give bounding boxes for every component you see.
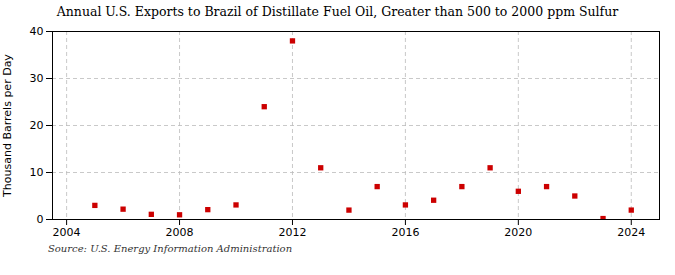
svg-text:2012: 2012 (278, 226, 306, 239)
svg-text:2004: 2004 (53, 226, 81, 239)
svg-text:0: 0 (37, 213, 44, 226)
html-text:Annual U.S. Exports to Brazil: Annual U.S. Exports to Brazil of Distill… (56, 4, 619, 19)
svg-text:Thousand Barrels per Day: Thousand Barrels per Day (1, 54, 14, 198)
svg-text:40: 40 (30, 25, 44, 38)
svg-text:2020: 2020 (504, 226, 532, 239)
svg-text:2024: 2024 (617, 226, 645, 239)
svg-text:10: 10 (30, 166, 44, 179)
svg-text:2016: 2016 (391, 226, 419, 239)
svg-text:2008: 2008 (166, 226, 194, 239)
svg-text:20: 20 (30, 119, 44, 132)
svg-text:30: 30 (30, 72, 44, 85)
html-text:Source: U.S. Energy Informatio: Source: U.S. Energy Information Administ… (48, 243, 293, 254)
